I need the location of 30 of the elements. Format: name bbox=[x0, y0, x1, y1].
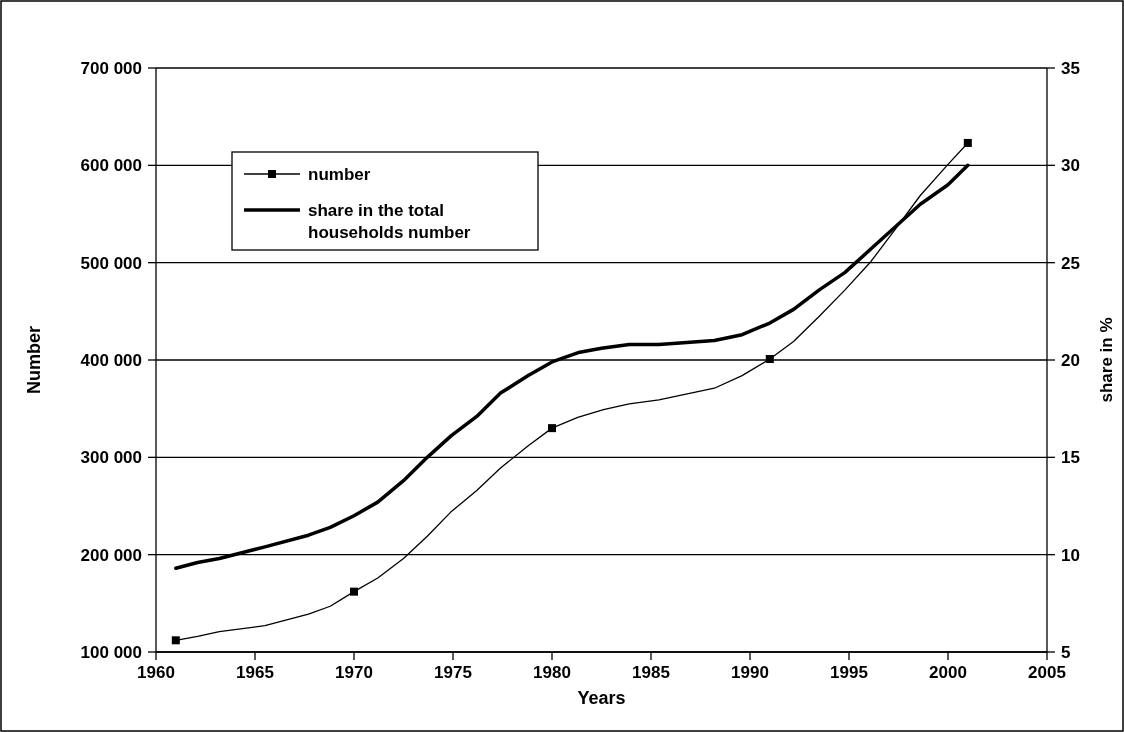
x-tick-label: 1985 bbox=[632, 663, 670, 682]
y2-tick-label: 5 bbox=[1061, 643, 1071, 662]
y-tick-label: 500 000 bbox=[80, 253, 142, 273]
x-tick-label: 1960 bbox=[137, 663, 175, 682]
x-tick-label: 2005 bbox=[1028, 663, 1066, 682]
y2-axis-title: share in % bbox=[1097, 317, 1116, 403]
y2-tick-label: 15 bbox=[1061, 448, 1080, 468]
y-tick-label: 400 000 bbox=[80, 351, 142, 370]
y-axis-title: Number bbox=[24, 325, 44, 395]
legend-label: number bbox=[308, 165, 371, 184]
y-tick-label: 700 000 bbox=[80, 59, 142, 78]
y2-tick-label: 30 bbox=[1061, 156, 1080, 176]
legend-label: share in the total households number bbox=[308, 201, 471, 242]
y-tick-label: 100 000 bbox=[80, 643, 142, 662]
x-tick-label: 1995 bbox=[830, 663, 868, 682]
y-tick-label: 200 000 bbox=[80, 545, 142, 565]
y2-tick-label: 10 bbox=[1061, 545, 1080, 565]
x-tick-label: 1975 bbox=[434, 663, 472, 682]
x-tick-label: 1990 bbox=[731, 663, 769, 682]
y2-tick-label: 20 bbox=[1061, 351, 1080, 370]
point bbox=[171, 636, 180, 645]
y2-tick-label: 25 bbox=[1061, 253, 1080, 273]
y2-tick-label: 35 bbox=[1061, 59, 1080, 78]
x-tick-label: 1980 bbox=[533, 663, 571, 682]
y-tick-label: 300 000 bbox=[80, 448, 142, 468]
x-tick-label: 1970 bbox=[335, 663, 373, 682]
x-axis-title: Years bbox=[577, 688, 626, 708]
y-tick-label: 600 000 bbox=[80, 156, 142, 176]
x-tick-label: 1965 bbox=[236, 663, 274, 682]
x-tick-label: 2000 bbox=[929, 663, 967, 682]
